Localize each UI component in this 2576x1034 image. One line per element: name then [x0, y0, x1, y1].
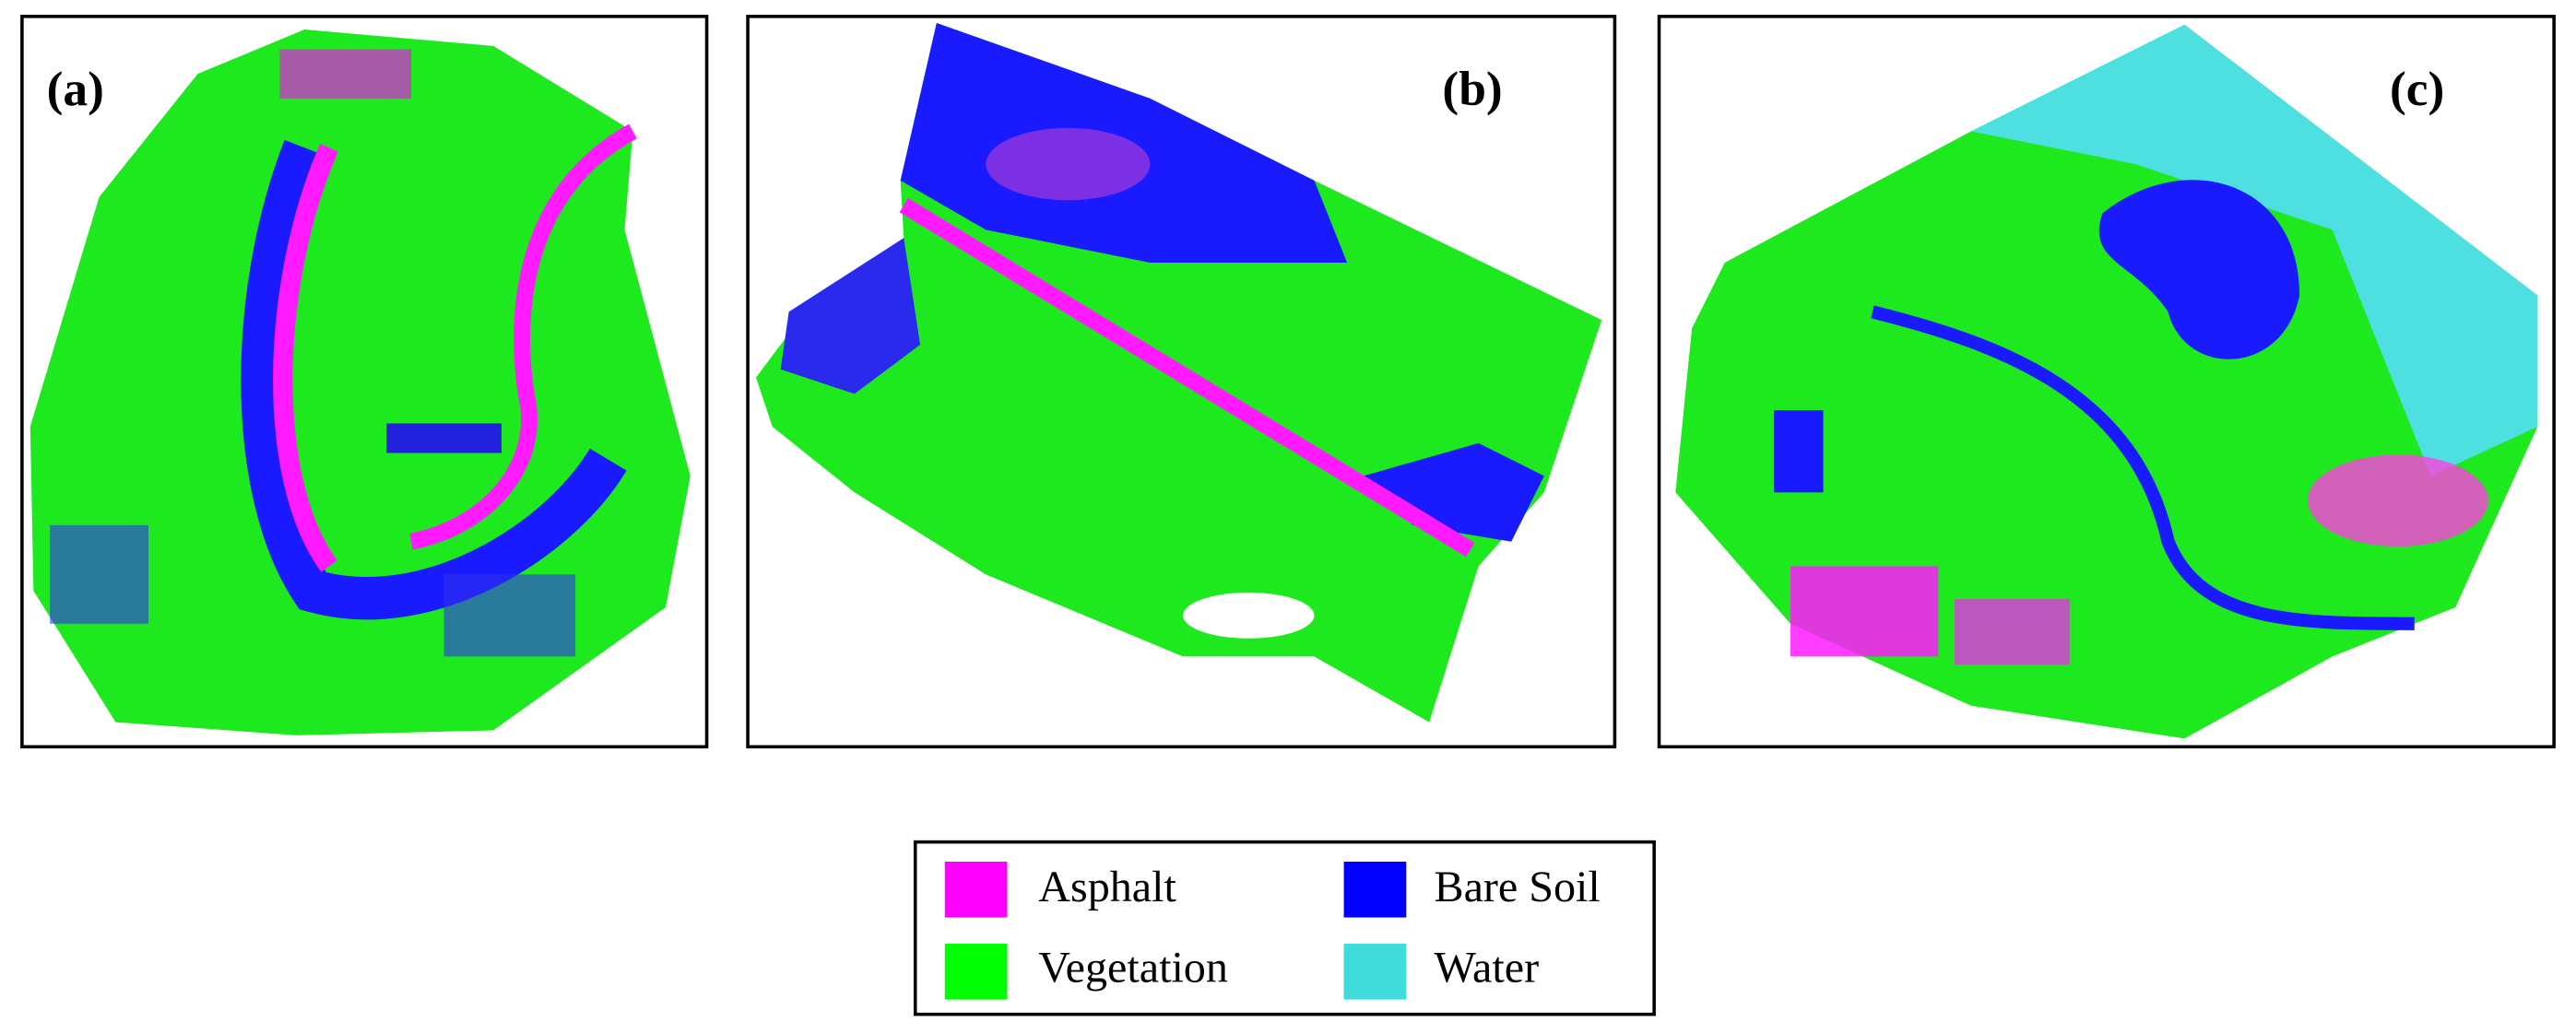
soil-channel	[1871, 305, 2415, 630]
asphalt-road	[899, 198, 1475, 558]
legend-frame	[913, 840, 1656, 1016]
soil-patch	[780, 238, 921, 394]
panel-label: (a)	[47, 61, 104, 116]
panel-a: (a)	[20, 15, 709, 749]
legend-label: Bare Soil	[1435, 863, 1601, 911]
asphalt-patch	[2307, 454, 2488, 547]
legend-swatch	[1343, 862, 1407, 918]
soil-patch	[443, 574, 576, 657]
soil-patch	[50, 524, 149, 624]
asphalt-patch	[279, 49, 411, 99]
legend-swatch	[944, 944, 1008, 1000]
panel-label: (c)	[2390, 61, 2444, 116]
asphalt-patch	[1790, 566, 1939, 657]
asphalt-patch	[1955, 599, 2070, 665]
legend-label: Asphalt	[1038, 863, 1176, 911]
asphalt-road	[273, 144, 338, 572]
legend-swatch	[944, 862, 1008, 918]
legend: Asphalt Bare Soil Vegetation Water	[913, 840, 1656, 1016]
panel-c: (c)	[1657, 15, 2556, 749]
soil-pond	[2098, 180, 2300, 359]
water-area	[1970, 24, 2538, 476]
soil-patch	[386, 423, 502, 453]
asphalt-patch	[986, 127, 1151, 201]
asphalt-road	[409, 123, 637, 550]
panel-b: (b)	[746, 15, 1617, 749]
legend-label: Water	[1435, 943, 1540, 992]
soil-patch	[1774, 410, 1824, 493]
no-data	[1183, 592, 1315, 639]
panel-label: (b)	[1442, 61, 1502, 116]
legend-label: Vegetation	[1038, 943, 1228, 992]
soil-river	[241, 139, 627, 620]
legend-swatch	[1343, 944, 1407, 1000]
